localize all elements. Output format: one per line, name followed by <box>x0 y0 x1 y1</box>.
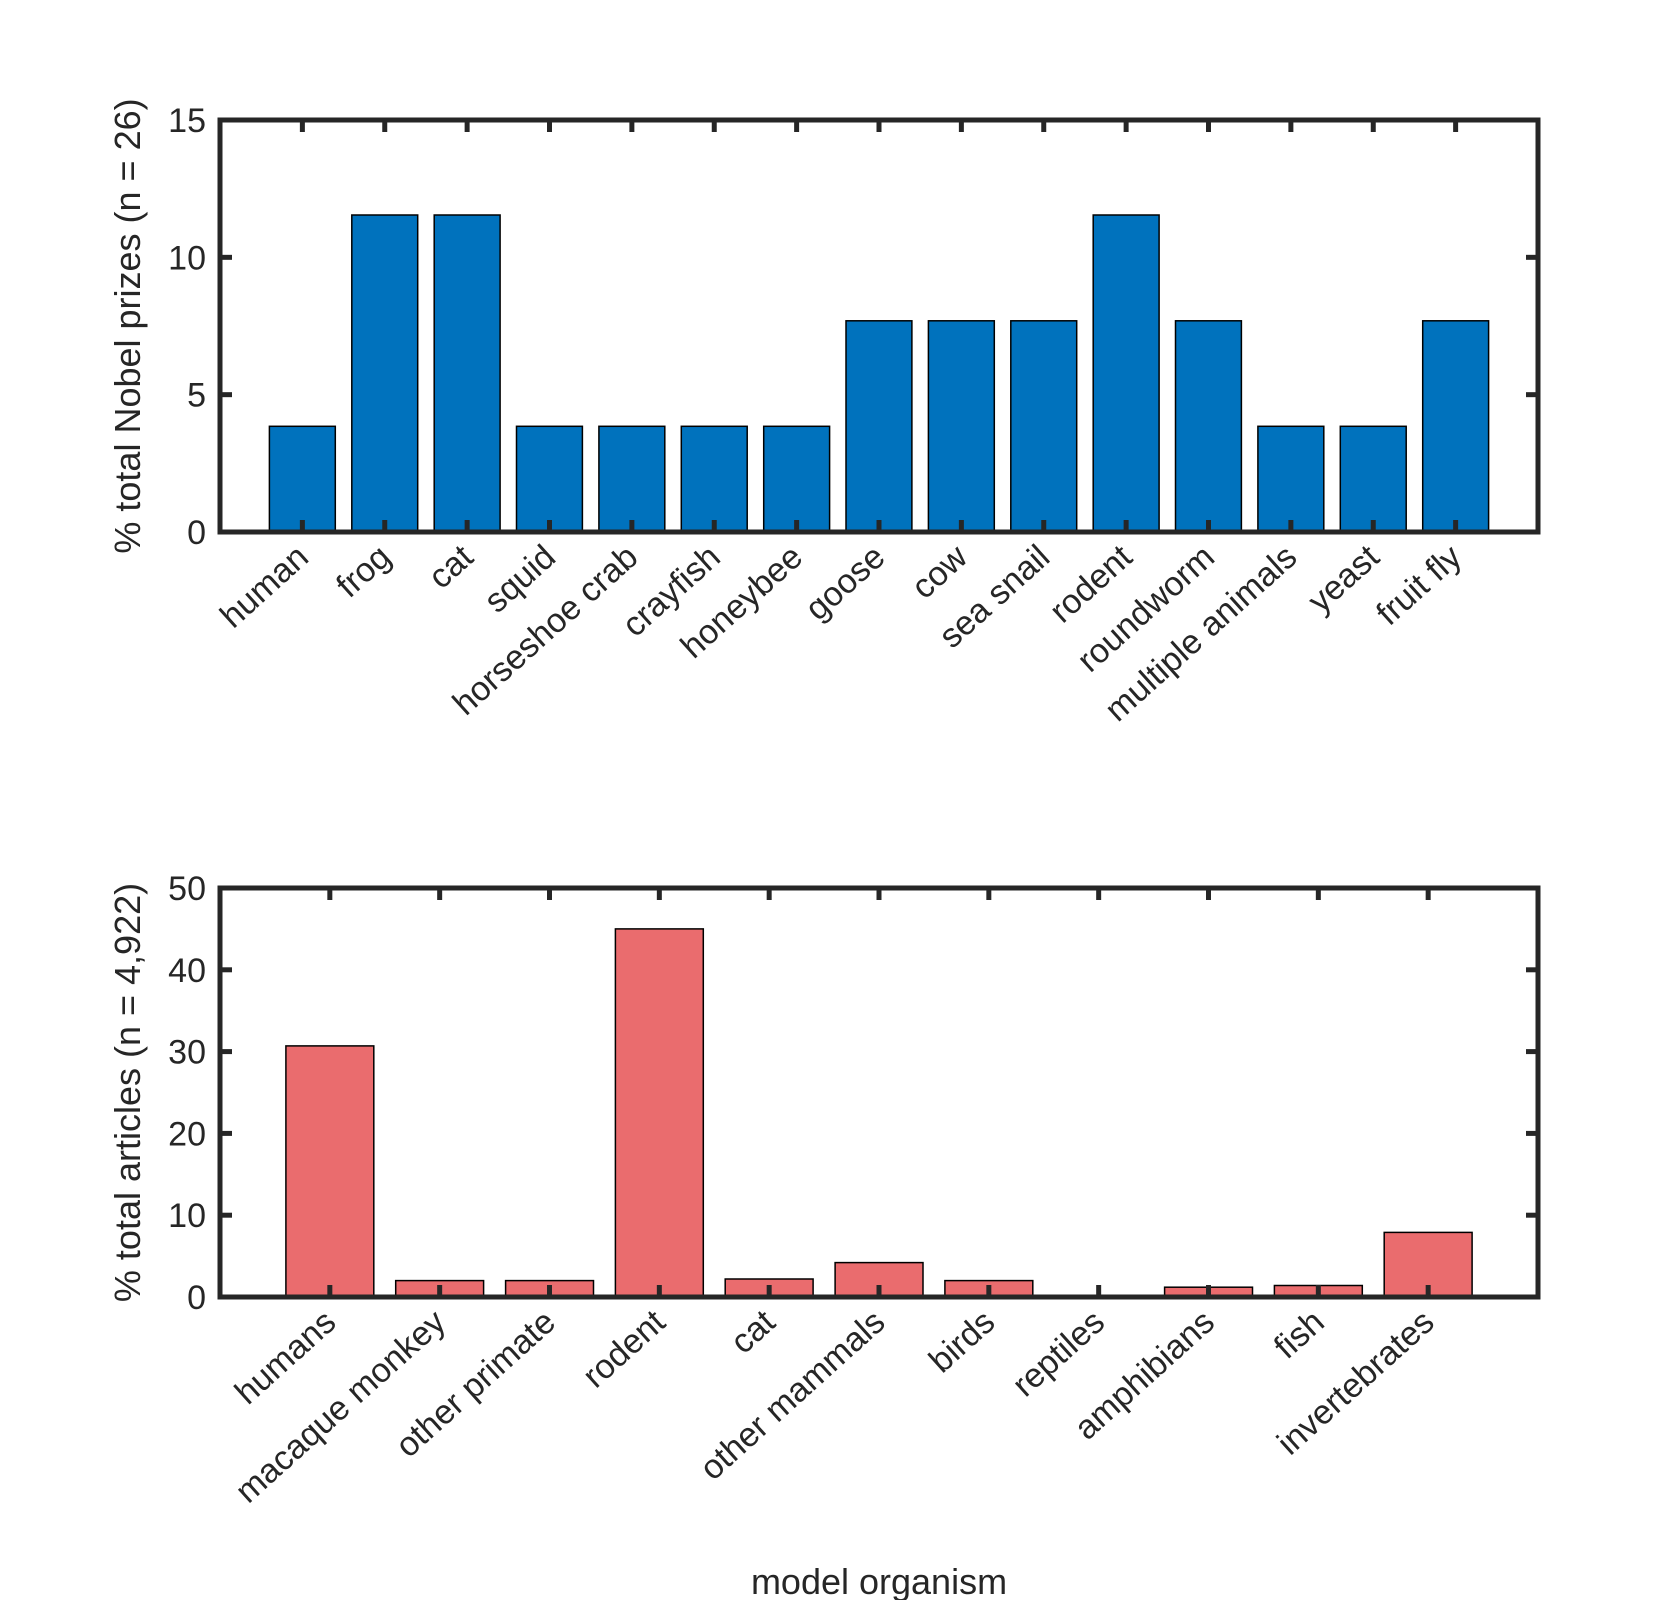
bar-rodent <box>614 928 705 1298</box>
y-tick-label: 15 <box>168 102 206 140</box>
y-tick-label: 10 <box>168 239 206 277</box>
x-category-label: reptiles <box>1005 1303 1112 1405</box>
bar-human <box>268 425 337 533</box>
x-category-label: human <box>213 538 316 636</box>
x-category-label: macaque monkey <box>228 1303 453 1511</box>
bar-sea-snail <box>1010 320 1078 533</box>
bar-crayfish <box>680 425 748 533</box>
x-category-label: birds <box>922 1303 1002 1381</box>
y-tick-label: 0 <box>187 514 206 552</box>
x-category-label: rodent <box>576 1302 673 1395</box>
bar-multiple-animals <box>1257 425 1325 533</box>
x-category-label: cat <box>723 1302 783 1361</box>
bar-honeybee <box>762 425 831 533</box>
x-category-label: cat <box>421 537 481 596</box>
y-tick-label: 40 <box>168 952 206 990</box>
x-category-label: goose <box>798 538 892 628</box>
y-tick-label: 50 <box>168 870 206 908</box>
bar-squid <box>515 425 584 533</box>
bar-horseshoe-crab <box>598 425 666 533</box>
y-tick-label: 30 <box>168 1034 206 1072</box>
bar-roundworm <box>1174 320 1243 533</box>
x-category-label: other mammals <box>693 1303 893 1488</box>
y-tick-label: 10 <box>168 1197 206 1235</box>
bar-cow <box>927 320 996 533</box>
x-category-label: fish <box>1267 1303 1332 1367</box>
bar-humans <box>285 1045 375 1298</box>
y-tick-label: 20 <box>168 1115 206 1153</box>
bar-goose <box>845 320 913 533</box>
x-category-label: frog <box>329 538 398 605</box>
axes-box <box>217 885 1541 1300</box>
x-category-label: fruit fly <box>1369 538 1469 633</box>
bar-rodent <box>1092 214 1160 533</box>
bar-cat <box>433 214 501 533</box>
x-axis-title: model organism <box>751 1561 1007 1600</box>
bar-fruit-fly <box>1421 320 1490 533</box>
y-axis-title: % total articles (n = 4,922) <box>107 883 148 1302</box>
bar-yeast <box>1339 425 1407 533</box>
x-category-label: cow <box>904 537 975 606</box>
y-tick-label: 0 <box>187 1279 206 1317</box>
y-axis-title: % total Nobel prizes (n = 26) <box>107 98 148 553</box>
y-tick-label: 5 <box>187 377 206 415</box>
bar-frog <box>351 214 419 533</box>
